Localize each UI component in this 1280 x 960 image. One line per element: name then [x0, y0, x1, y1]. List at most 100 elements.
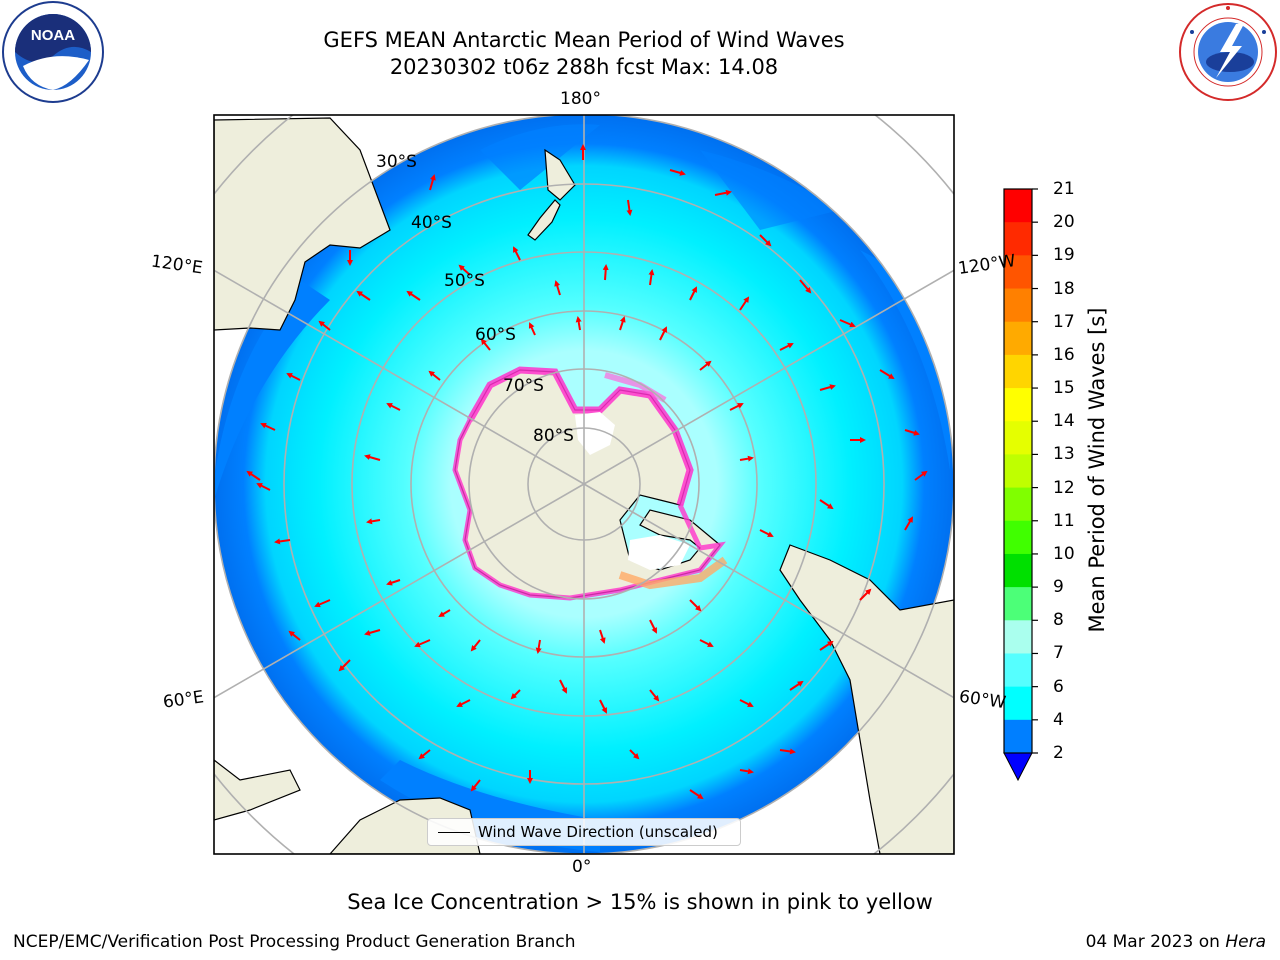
wind-arrow	[458, 264, 471, 276]
wind-arrow	[839, 319, 856, 328]
colorbar-swatch	[1004, 321, 1032, 356]
wind-arrow	[575, 316, 582, 331]
wind-arrow	[559, 679, 567, 694]
map-legend: Wind Wave Direction (unscaled)	[427, 818, 741, 846]
colorbar-extend-arrow	[1003, 752, 1033, 782]
lat-label-40s: 40°S	[411, 213, 452, 233]
wind-arrow	[428, 370, 441, 381]
colorbar-swatch	[1004, 388, 1032, 422]
wind-arrow	[470, 779, 481, 792]
colorbar-tick-label: 8	[1053, 610, 1064, 631]
footer-date: 04 Mar 2023 on Hera	[1086, 932, 1266, 952]
colorbar-label: Mean Period of Wind Waves [s]	[1085, 307, 1109, 633]
wind-arrow	[629, 749, 640, 760]
wind-arrow	[599, 629, 606, 644]
wind-arrow	[729, 403, 744, 411]
wind-arrow	[879, 369, 895, 380]
wind-arrow	[819, 384, 836, 391]
graticule	[214, 115, 954, 854]
colorbar-swatch	[1004, 719, 1032, 754]
colorbar-swatch	[1004, 620, 1032, 654]
wind-arrow	[386, 579, 401, 586]
colorbar-tick-label: 21	[1053, 179, 1075, 199]
sea-ice-caption: Sea Ice Concentration > 15% is shown in …	[347, 890, 933, 914]
wind-arrow	[414, 639, 431, 648]
colorbar-tick-label: 14	[1053, 411, 1075, 432]
wind-arrow	[699, 639, 714, 647]
wind-arrow	[288, 630, 301, 641]
colorbar-swatch	[1004, 222, 1032, 256]
colorbar-tick-label: 19	[1053, 245, 1075, 266]
ross-ice-shelf	[575, 412, 615, 455]
weddell-ice-shelf	[628, 535, 690, 570]
wind-arrow	[246, 470, 261, 481]
wind-arrow	[714, 189, 732, 196]
wind-arrow	[260, 422, 276, 431]
colorbar-swatch	[1004, 288, 1032, 323]
lon-label-0: 0°	[572, 857, 592, 877]
colorbar-tick-label: 11	[1053, 510, 1075, 531]
colorbar-swatch	[1004, 487, 1032, 522]
colorbar-frame	[1003, 188, 1033, 754]
colorbar-tick-label: 16	[1053, 344, 1075, 365]
lat-label-30s: 30°S	[376, 152, 417, 172]
lat-label-60s: 60°S	[475, 325, 516, 345]
wind-arrow	[386, 403, 401, 411]
wind-arrow	[366, 518, 381, 525]
wind-arrow	[904, 516, 914, 531]
wind-arrow	[904, 429, 920, 436]
colorbar-tick-label: 9	[1053, 577, 1064, 598]
wind-arrow	[599, 699, 607, 714]
wind-arrow	[286, 373, 301, 381]
colorbar-swatch	[1004, 454, 1032, 489]
wind-arrow	[759, 234, 772, 247]
colorbar-tick-label: 4	[1053, 709, 1064, 730]
colorbar-swatch	[1004, 421, 1032, 455]
colorbar-tick-label: 12	[1053, 477, 1075, 498]
map-frame	[213, 114, 955, 855]
colorbar-swatch	[1004, 653, 1032, 688]
wind-arrow	[274, 538, 291, 545]
wind-arrow	[859, 588, 872, 601]
colorbar-swatch	[1004, 587, 1032, 621]
wind-arrow	[739, 455, 754, 462]
sea-ice	[452, 366, 728, 601]
nws-logo	[1179, 3, 1277, 101]
colorbar-swatch	[1004, 189, 1032, 223]
colorbar	[1004, 189, 1032, 754]
wind-arrow	[510, 689, 521, 700]
wind-arrow	[799, 279, 812, 294]
noaa-logo: NOAA	[2, 1, 104, 103]
colorbar-tick-label: 20	[1053, 212, 1075, 233]
wind-arrow	[619, 316, 626, 331]
wind-arrow	[659, 326, 667, 341]
colorbar-swatch	[1004, 553, 1032, 588]
footer-date-text: 04 Mar 2023 on	[1085, 932, 1226, 952]
wind-arrow	[779, 343, 794, 351]
colorbar-swatch	[1004, 686, 1032, 721]
wind-arrow	[789, 680, 804, 691]
legend-line-sample	[438, 832, 470, 833]
wind-arrow	[626, 199, 633, 216]
lat-label-70s: 70°S	[503, 376, 544, 396]
map-subtitle: 20230302 t06z 288h fcst Max: 14.08	[389, 55, 779, 79]
wind-arrow	[739, 699, 754, 707]
wind-arrow	[699, 360, 712, 371]
wind-arrow	[318, 320, 331, 331]
wind-arrow	[819, 499, 834, 510]
colorbar-swatch	[1004, 255, 1032, 290]
wind-arrow	[535, 639, 542, 654]
new-zealand-land-south	[527, 199, 561, 241]
colorbar-tick-label: 13	[1053, 444, 1075, 465]
lat-label-50s: 50°S	[444, 271, 485, 291]
wind-arrow	[314, 599, 331, 608]
wind-arrow	[513, 246, 521, 261]
wind-arrow	[429, 174, 436, 191]
wind-arrow	[669, 169, 686, 176]
footer-host: Hera	[1225, 932, 1266, 952]
wind-arrow	[480, 338, 491, 351]
colorbar-swatch	[1004, 354, 1032, 389]
map-title: GEFS MEAN Antarctic Mean Period of Wind …	[323, 28, 845, 52]
wind-arrow	[739, 296, 750, 311]
wind-arrow	[364, 629, 381, 636]
